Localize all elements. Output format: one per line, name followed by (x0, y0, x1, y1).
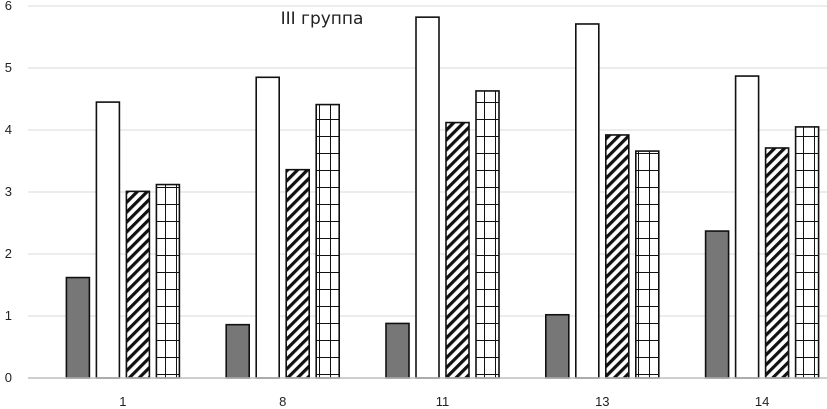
x-tick-label: 1 (119, 394, 126, 409)
bar-series-2-cat-1 (95, 101, 121, 379)
bar-series-4-cat-13 (634, 150, 660, 379)
bar-series-1-cat-13 (544, 313, 570, 379)
x-tick-label: 11 (436, 394, 450, 409)
bar-series-3-cat-14 (764, 147, 790, 379)
bar-series-2-cat-14 (734, 75, 760, 379)
bar-series-4-cat-1 (155, 183, 181, 379)
bar-series-2-cat-13 (574, 23, 600, 379)
bar-series-3-cat-1 (125, 190, 151, 379)
y-axis-tick-labels: 0 1 2 3 4 5 6 (5, 0, 12, 385)
bar-series-1-cat-1 (65, 276, 91, 379)
y-tick-label: 0 (5, 370, 12, 385)
x-axis-tick-labels: 1 8 11 13 14 (119, 394, 769, 409)
x-tick-label: 8 (279, 394, 286, 409)
bar-series-2-cat-8 (255, 76, 281, 379)
bar-series-2-cat-11 (415, 16, 440, 379)
bar-series-1-cat-8 (225, 323, 250, 379)
y-tick-label: 3 (5, 184, 12, 199)
bars (65, 16, 820, 379)
y-tick-label: 4 (5, 122, 12, 137)
y-tick-label: 2 (5, 246, 12, 261)
bar-series-3-cat-13 (604, 134, 630, 379)
y-tick-label: 6 (5, 0, 12, 13)
bar-series-4-cat-11 (475, 90, 500, 379)
bar-series-1-cat-11 (385, 322, 410, 379)
x-tick-label: 14 (755, 394, 769, 409)
bar-series-3-cat-8 (285, 168, 311, 379)
bar-series-3-cat-11 (445, 121, 470, 379)
chart-title: III группа (281, 9, 364, 29)
bar-series-1-cat-14 (704, 230, 730, 379)
x-tick-label: 13 (595, 394, 609, 409)
y-tick-label: 1 (5, 308, 12, 323)
y-tick-label: 5 (5, 60, 12, 75)
bar-series-4-cat-8 (315, 103, 341, 379)
bar-series-4-cat-14 (794, 126, 820, 379)
